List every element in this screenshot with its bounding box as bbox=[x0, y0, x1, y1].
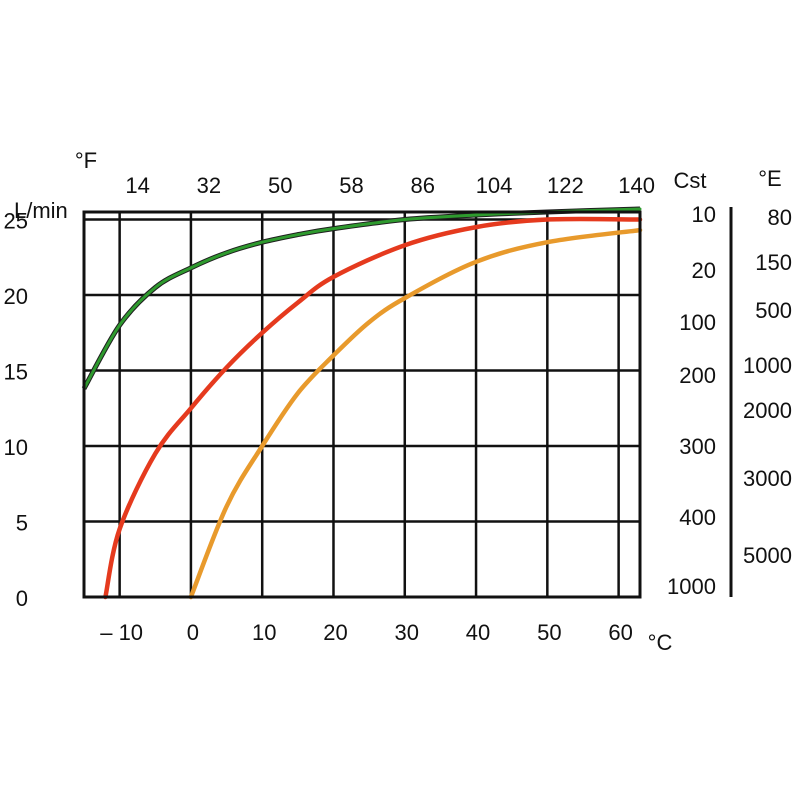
y-tick-label: 25 bbox=[4, 209, 28, 234]
engler-tick-label: 5000 bbox=[743, 543, 792, 568]
cst-tick-label: 300 bbox=[679, 434, 716, 459]
labels-group: – 10 0 10 20 30 40 50 60 14 32 50 58 86 104 122 140 0 5 10… bbox=[4, 148, 673, 655]
top-tick-label: 58 bbox=[339, 173, 363, 198]
series-outline bbox=[81, 206, 641, 390]
engler-tick-label: 150 bbox=[755, 250, 792, 275]
cst-tick-label: 200 bbox=[679, 363, 716, 388]
top-tick-label: 140 bbox=[618, 173, 655, 198]
series-line bbox=[82, 207, 642, 391]
engler-tick-label: 500 bbox=[755, 298, 792, 323]
series-group bbox=[81, 206, 643, 600]
cst-scale-label: Cst bbox=[674, 168, 707, 193]
series-line bbox=[188, 227, 643, 600]
x-tick-label: 20 bbox=[323, 620, 347, 645]
top-tick-label: 86 bbox=[411, 173, 435, 198]
series-line bbox=[103, 216, 643, 600]
x-axis-label: °C bbox=[648, 630, 673, 655]
engler-tick-label: 1000 bbox=[743, 353, 792, 378]
top-tick-label: 32 bbox=[197, 173, 221, 198]
cst-tick-label: 10 bbox=[692, 202, 716, 227]
cst-tick-label: 1000 bbox=[667, 574, 716, 599]
y-tick-label: 0 bbox=[16, 586, 28, 611]
plot-frame bbox=[82, 210, 642, 599]
degree-engler-label: °E bbox=[758, 166, 781, 191]
x-tick-label: 10 bbox=[252, 620, 276, 645]
top-tick-label: 104 bbox=[476, 173, 513, 198]
grid bbox=[84, 212, 640, 599]
y-tick-label: 20 bbox=[4, 284, 28, 309]
y-tick-label: 15 bbox=[4, 360, 28, 385]
y-axis-label: L/min bbox=[14, 198, 68, 223]
cst-tick-label: 20 bbox=[692, 258, 716, 283]
engler-tick-label: 80 bbox=[768, 205, 792, 230]
y-tick-label: 10 bbox=[4, 435, 28, 460]
x-tick-label: 30 bbox=[395, 620, 419, 645]
top-tick-label: 14 bbox=[125, 173, 149, 198]
top-axis-label: °F bbox=[75, 148, 97, 173]
x-tick-label: 40 bbox=[466, 620, 490, 645]
x-tick-label: – 10 bbox=[100, 620, 143, 645]
engler-tick-label: 2000 bbox=[743, 398, 792, 423]
x-tick-label: 0 bbox=[187, 620, 199, 645]
x-tick-label: 60 bbox=[608, 620, 632, 645]
cst-tick-label: 400 bbox=[679, 505, 716, 530]
top-tick-label: 122 bbox=[547, 173, 584, 198]
cst-tick-label: 100 bbox=[679, 310, 716, 335]
top-tick-label: 50 bbox=[268, 173, 292, 198]
right-scales: Cst °E 10 20 100 200 300 400 1000 80 150 500 1000 200… bbox=[667, 166, 792, 599]
engler-tick-label: 3000 bbox=[743, 466, 792, 491]
y-tick-label: 5 bbox=[16, 511, 28, 536]
x-tick-label: 50 bbox=[537, 620, 561, 645]
